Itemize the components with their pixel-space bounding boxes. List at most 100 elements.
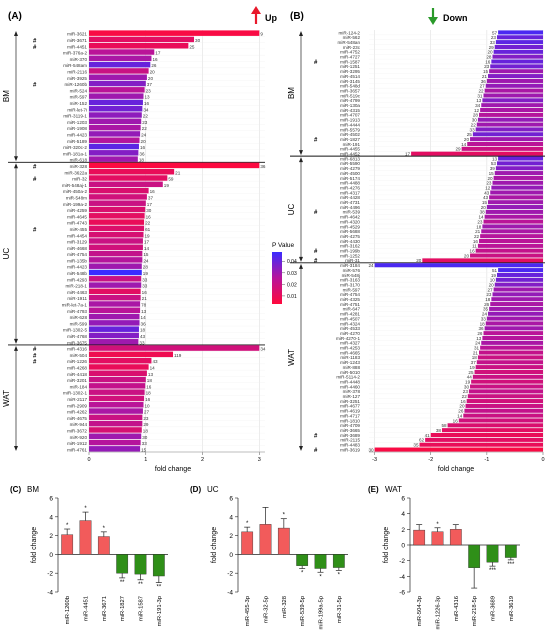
- bar-count-label: 24: [482, 312, 488, 317]
- bracket-arrow-icon: [14, 345, 18, 351]
- bar-count-label: 33: [139, 340, 145, 345]
- panel-a-up-chart: 0 1 2 39miR-362130miR-3671#25miR-4451#17miR…: [2, 30, 266, 463]
- bar: [491, 59, 543, 64]
- bar: [97, 536, 110, 555]
- bar-category-label: miR-3925: [67, 76, 87, 81]
- bar-count-label: 28: [473, 113, 479, 118]
- bar-chart-wat: (E) WAT -6 -4 -2 0 2 4 6 fold change miR-504-3p * mi…: [368, 485, 520, 630]
- bar: [482, 98, 543, 103]
- bar: [490, 190, 543, 195]
- bar-count-label: 25: [468, 370, 474, 375]
- x-tick-label: miR-218-5p: [472, 596, 478, 626]
- group-label: WAT: [2, 390, 11, 407]
- bar: [461, 146, 543, 151]
- bar: [475, 365, 543, 370]
- bar-category-label: miR-3671: [67, 38, 87, 43]
- bar-count-label: 22: [474, 234, 480, 239]
- bar-category-label: miR-4799: [340, 98, 360, 103]
- bar-category-label: miR-4500: [340, 171, 360, 176]
- bar-category-label: miR-4315: [340, 108, 360, 113]
- bar: [494, 282, 543, 287]
- bar: [89, 225, 145, 232]
- bar-category-label: miR-4707: [340, 113, 360, 118]
- bar-count-label: 21: [482, 74, 488, 79]
- bar: [89, 332, 139, 339]
- bar-count-label: 17: [144, 240, 150, 245]
- bar-category-label: miR-3672: [67, 429, 87, 434]
- bar-count-label: 23: [142, 120, 148, 125]
- bar-count-label: 59: [168, 177, 174, 182]
- bar: [485, 209, 543, 214]
- panel-label: (E): [368, 485, 379, 494]
- bar: [430, 432, 543, 438]
- bar-count-label: 28: [143, 265, 149, 270]
- bar-count-label: 18: [485, 297, 491, 302]
- bar: [89, 61, 151, 68]
- bar-category-label: miR-2909: [67, 403, 87, 408]
- chart-title: UC: [207, 485, 219, 494]
- bar-count-label: 16: [146, 214, 152, 219]
- bar-category-label: miR-376a-2: [63, 51, 87, 56]
- bar-category-label: miR-184: [70, 384, 88, 389]
- bar-category-label: miR-let-7a-1: [62, 303, 88, 308]
- bar-count-label: 18: [472, 355, 478, 360]
- significance-mark: *: [84, 506, 87, 512]
- bracket-arrow-icon: [299, 157, 303, 163]
- significance-mark: #: [33, 45, 37, 51]
- significance-mark: *: [103, 526, 106, 532]
- bar: [464, 408, 543, 413]
- bar: [89, 414, 143, 421]
- bar-category-label: miR-4488: [340, 181, 360, 186]
- bar: [487, 311, 543, 316]
- bar-category-label: miR-1226: [67, 359, 87, 364]
- x-tick-label: miR-4451: [84, 596, 90, 621]
- bar-count-label: 19: [491, 273, 497, 278]
- legend-tick-label: 0.03: [287, 271, 297, 277]
- bar: [419, 442, 543, 447]
- y-tick-label: -2: [399, 558, 405, 565]
- bar-category-label: miR-1587: [340, 59, 360, 64]
- bar-chart-bm: (C) BM -4 -2 0 2 4 6 fold change * miR-1260b * miR-4…: [10, 485, 168, 626]
- bar-count-label: 20: [150, 69, 156, 74]
- bar: [447, 423, 543, 428]
- y-tick-label: 4: [229, 514, 233, 521]
- bar-category-label: miR-4463: [67, 290, 87, 295]
- bar-count-label: 23: [491, 35, 497, 40]
- bar-count-label: 33: [142, 284, 148, 289]
- bar-count-label: 16: [152, 57, 158, 62]
- bracket-arrow-icon: [14, 338, 18, 344]
- bar-count-label: 20: [141, 139, 147, 144]
- bar-count-label: 26: [477, 331, 483, 336]
- bar-count-label: 37: [148, 195, 154, 200]
- bar: [79, 520, 92, 555]
- bar: [89, 74, 147, 80]
- bar-count-label: 30: [146, 208, 152, 213]
- group-label: WAT: [287, 349, 296, 366]
- significance-mark: #: [33, 347, 37, 353]
- bar-category-label: miR-455: [70, 227, 88, 232]
- bar-category-label: miR-4619: [340, 409, 360, 414]
- bar: [89, 118, 142, 125]
- bar-category-label: miR-4514: [340, 74, 360, 79]
- x-tick-label: miR-1260b: [65, 596, 71, 624]
- bar: [89, 150, 139, 156]
- significance-mark: ***: [507, 562, 515, 568]
- bar: [89, 357, 152, 364]
- bar-count-label: 33: [490, 40, 496, 45]
- y-tick-label: -6: [399, 590, 405, 597]
- y-tick-label: 2: [229, 533, 233, 540]
- bar-count-label: 23: [486, 292, 492, 297]
- bar: [89, 313, 140, 320]
- bar-count-label: 26: [458, 409, 464, 414]
- bar: [241, 531, 254, 555]
- group-label: UC: [2, 248, 11, 260]
- y-tick-label: 6: [229, 496, 233, 503]
- bar-category-label: miR-4281: [340, 312, 360, 317]
- bar-count-label: 58: [441, 423, 447, 428]
- down-arrow-icon: [428, 8, 438, 25]
- bar-category-label: miR-599: [70, 321, 88, 326]
- bar: [482, 335, 543, 341]
- bar-count-label: 18: [139, 158, 145, 163]
- bar: [486, 316, 543, 321]
- bar-category-label: miR-5579: [340, 127, 360, 132]
